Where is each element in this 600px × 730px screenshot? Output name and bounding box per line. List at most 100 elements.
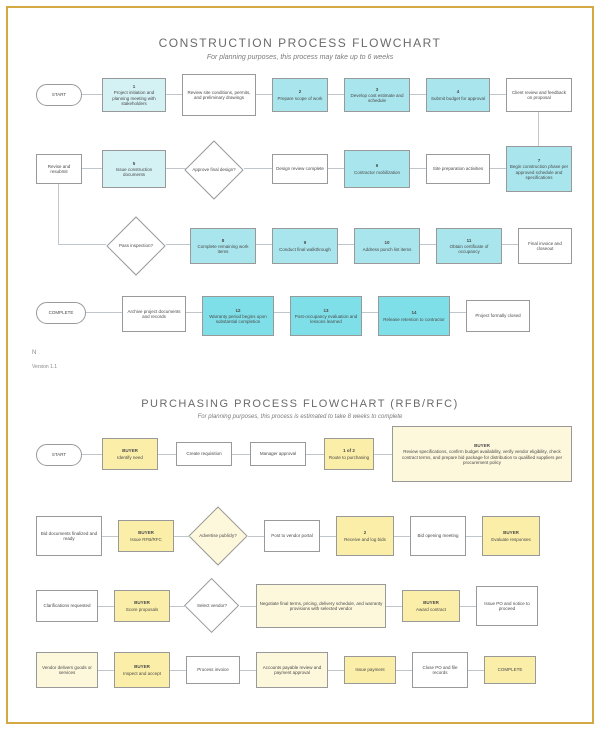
flow-node-text: Manager approval — [260, 451, 296, 456]
flow-process: 14Release retention to contractor — [378, 296, 450, 336]
flow-edge — [58, 244, 106, 245]
flow-edge — [468, 670, 484, 671]
flow-edge — [98, 606, 114, 607]
flow-edge — [158, 454, 176, 455]
flow-node-text: Final invoice and closeout — [521, 241, 569, 251]
flow-node-text: Bid documents finalized and ready — [39, 531, 99, 541]
flow-process: 1Project initiation and planning meeting… — [102, 78, 166, 112]
flow-edge — [362, 312, 378, 313]
flow-edge — [240, 670, 256, 671]
flow-process: Manager approval — [250, 442, 306, 466]
flow-node-label: 13 — [323, 308, 328, 313]
flow-edge — [166, 94, 182, 95]
flow-node-text: Prepare scope of work — [277, 96, 322, 101]
flow-process: BUYERIdentify need — [102, 438, 158, 470]
flow-process: 7Begin construction phase per approved s… — [506, 146, 572, 192]
flow-node-text: Score proposals — [126, 607, 159, 612]
flow-edge — [328, 94, 344, 95]
flow-node-label: 6 — [376, 163, 379, 168]
flow-edge — [374, 454, 392, 455]
flow-node-label: BUYER — [134, 664, 150, 669]
flow-node-text: Archive project documents and records — [125, 309, 183, 319]
flow-node-text: Submit budget for approval — [431, 96, 485, 101]
flow-node-text: Address punch list items — [363, 247, 412, 252]
flow-process: Accounts payable review and payment appr… — [256, 652, 328, 688]
flow-process: COMPLETE — [484, 656, 536, 684]
flow-process: Archive project documents and records — [122, 296, 186, 332]
flow-edge — [170, 670, 186, 671]
flow-node-text: Evaluate responses — [491, 537, 531, 542]
flow-edge — [186, 312, 202, 313]
flow-edge — [274, 312, 290, 313]
flow-node-text: Develop cost estimate and schedule — [347, 93, 407, 103]
flow-node-label: BUYER — [423, 600, 439, 605]
flow-node-text: Conduct final walkthrough — [279, 247, 331, 252]
flow-edge — [490, 168, 506, 169]
flow-process: 5Issue construction documents — [102, 150, 166, 188]
flow-node-text: Client review and feedback on proposal — [509, 90, 569, 100]
flow-node-label: 11 — [467, 238, 472, 243]
flow-node-text: Project formally closed — [475, 313, 520, 318]
footnote: Version 1.1 — [32, 364, 57, 370]
flow-process: 12Warranty period begins upon substantia… — [202, 296, 274, 336]
flow-edge — [502, 244, 518, 245]
flow-process: BUYER Award contract — [402, 590, 460, 622]
flow-process: Bid documents finalized and ready — [36, 516, 102, 556]
flowchart-canvas: CONSTRUCTION PROCESS FLOWCHART For plann… — [6, 6, 594, 724]
flow-edge — [320, 536, 336, 537]
flow-node-text: Warranty period begins upon substantial … — [205, 314, 271, 324]
flow-node-text: Release retention to contractor — [383, 317, 445, 322]
flow-node-text: Site preparation activities — [433, 166, 483, 171]
flow-node-label: BUYER — [122, 448, 138, 453]
flow-node-text: Route to purchasing — [329, 455, 369, 460]
flow-edge — [166, 168, 186, 169]
flow-node-text: Close PO and file records — [415, 665, 465, 675]
flow-node-label: 9 — [304, 240, 307, 245]
flow-node-text: Select vendor? — [191, 604, 233, 609]
flow-process: BUYER Evaluate responses — [482, 516, 540, 556]
flow-process: Final invoice and closeout — [518, 228, 572, 264]
flow-process: BUYERIssue RFB/RFC — [118, 520, 174, 552]
flow-edge — [396, 670, 412, 671]
flow-edge — [328, 670, 344, 671]
flow-node-label: 8 — [222, 238, 225, 243]
flow-node-text: Complete remaining work items — [193, 244, 253, 254]
flow-node-text: Bid opening meeting — [417, 533, 458, 538]
flow-edge — [256, 94, 272, 95]
flow-node-text: Receive and log bids — [344, 537, 386, 542]
chart1-title: CONSTRUCTION PROCESS FLOWCHART — [6, 36, 594, 50]
flow-process: Process invoice — [186, 656, 240, 684]
flow-node-text: Review specifications, confirm budget av… — [395, 449, 569, 465]
flow-process: Negotiate final terms, pricing, delivery… — [256, 584, 386, 628]
flow-process: 1 of 2 Route to purchasing — [324, 438, 374, 470]
flow-process: Issue payment — [344, 656, 396, 684]
flow-edge — [338, 244, 354, 245]
flow-edge — [166, 244, 190, 245]
flow-node-text: Clarifications requested — [43, 603, 90, 608]
flow-process: 9 Conduct final walkthrough — [272, 228, 338, 264]
flow-edge — [240, 606, 256, 607]
flow-edge — [170, 606, 186, 607]
flow-edge — [244, 168, 272, 169]
flow-node-text: Award contract — [416, 607, 446, 612]
flow-edge — [232, 454, 250, 455]
flow-node-text: Inspect and accept — [123, 671, 161, 676]
flow-node-text: Design review complete — [276, 166, 324, 171]
flow-node-text: START — [52, 92, 66, 97]
flow-node-label: 1 of 2 — [343, 448, 355, 453]
flow-edge — [174, 536, 190, 537]
flow-node-label: BUYER — [503, 530, 519, 535]
flow-edge — [98, 670, 114, 671]
flow-process: 3Develop cost estimate and schedule — [344, 78, 410, 112]
flow-edge — [450, 312, 466, 313]
flow-process: 10Address punch list items — [354, 228, 420, 264]
flow-process: Issue PO and notice to proceed — [476, 586, 538, 626]
flow-node-text: Advertise publicly? — [193, 534, 243, 539]
flow-process: 2Prepare scope of work — [272, 78, 328, 112]
flow-process: Close PO and file records — [412, 652, 468, 688]
flow-decision: Advertise publicly? — [188, 506, 248, 566]
flow-terminator: START — [36, 444, 82, 466]
flow-node-text: COMPLETE — [498, 667, 523, 672]
flow-node-text: Accounts payable review and payment appr… — [259, 665, 325, 675]
flow-process: Post to vendor portal — [264, 520, 320, 552]
